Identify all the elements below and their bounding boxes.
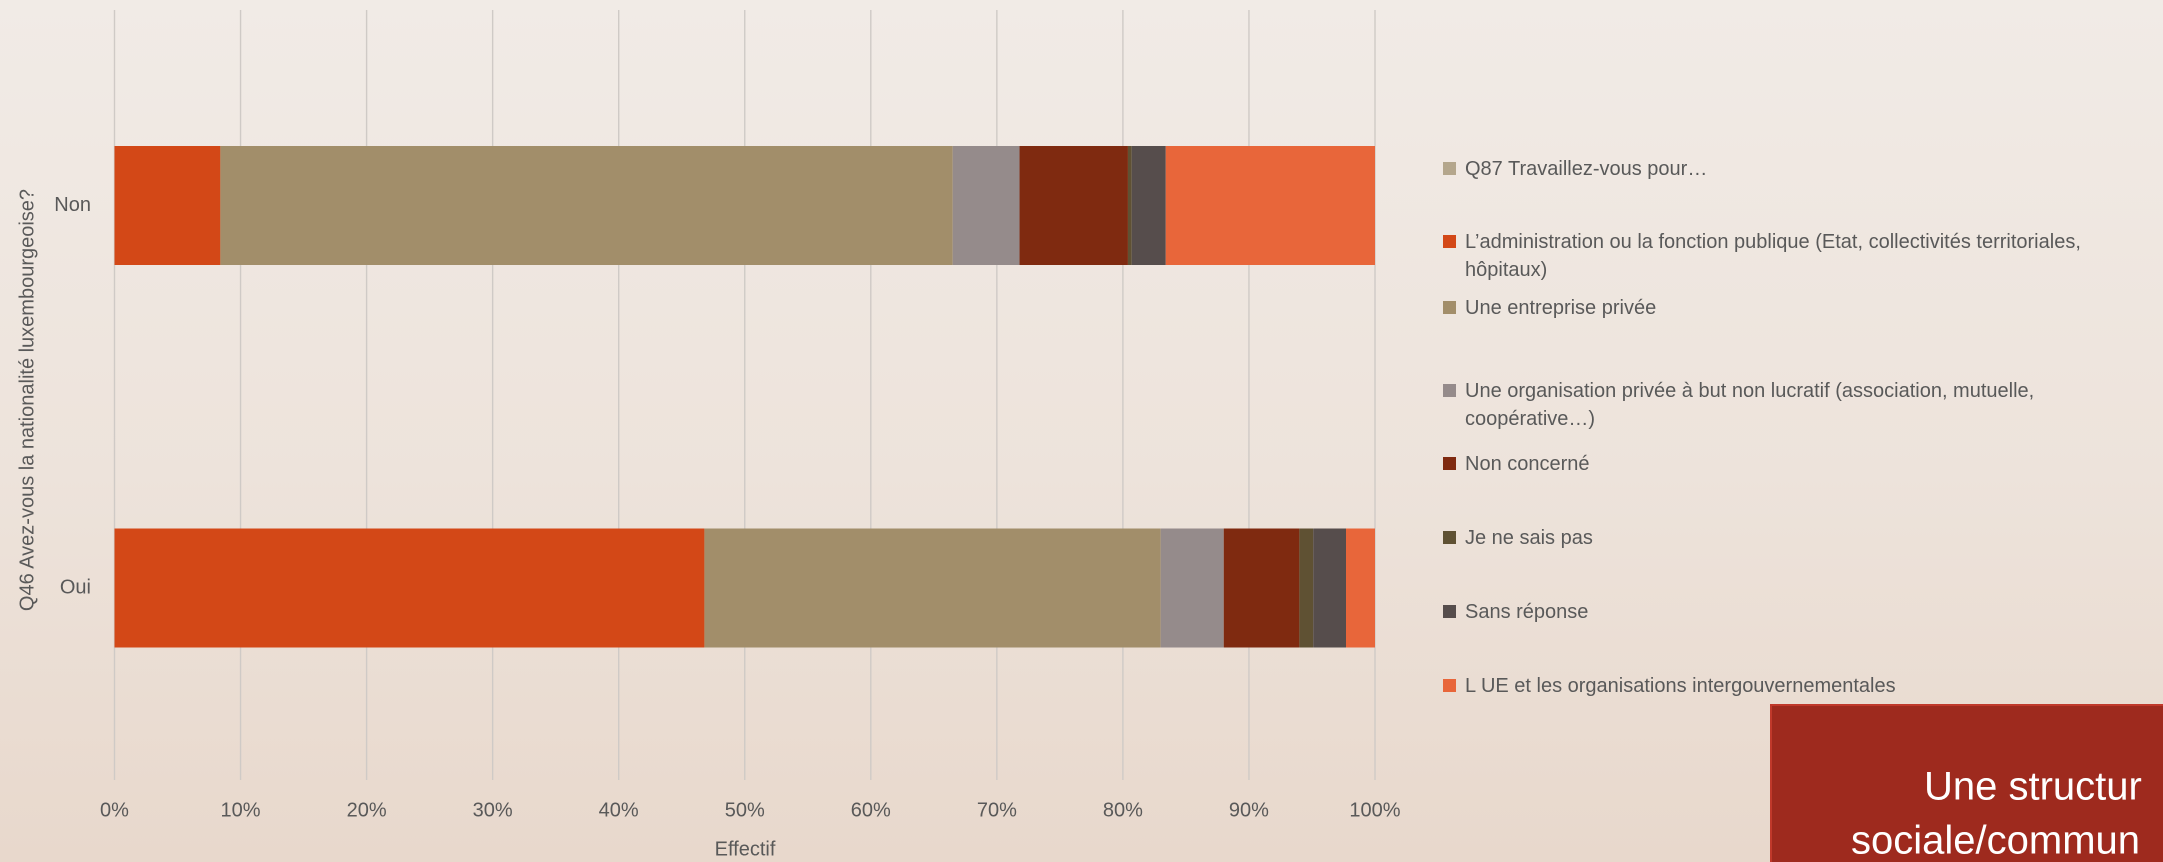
y-axis-title: Q46 Avez-vous la nationalité luxembourge… <box>16 189 38 611</box>
x-tick-label: 90% <box>1229 799 1269 821</box>
bar-segment <box>1020 146 1128 265</box>
x-tick-label: 80% <box>1103 799 1143 821</box>
x-tick-label: 40% <box>599 799 639 821</box>
legend-item: L’administration ou la fonction publique… <box>1440 228 2145 284</box>
legend-label: Une entreprise privée <box>1465 294 1656 322</box>
bar-segment <box>1299 529 1313 648</box>
annotation-text: sociale/commun <box>1851 819 2140 862</box>
x-tick-label: 0% <box>100 799 129 821</box>
legend-item: Une organisation privée à but non lucrat… <box>1440 377 2145 433</box>
legend-swatch <box>1443 605 1456 618</box>
bar-segment <box>1224 529 1300 648</box>
x-tick-label: 30% <box>473 799 513 821</box>
slide: Q46 Avez-vous la nationalité luxembourge… <box>0 0 2163 862</box>
legend-swatch <box>1443 384 1456 397</box>
x-tick-label: 60% <box>851 799 891 821</box>
bar-segment <box>115 529 705 648</box>
y-tick-label: Non <box>54 194 91 216</box>
legend-item: Sans réponse <box>1440 598 2145 626</box>
x-tick-label: 70% <box>977 799 1017 821</box>
legend-label: Non concerné <box>1465 450 1590 478</box>
bar-segment <box>1166 146 1375 265</box>
bar-segment <box>1132 146 1166 265</box>
legend-item: Je ne sais pas <box>1440 524 2145 552</box>
x-axis-title: Effectif <box>715 838 776 860</box>
legend-swatch <box>1443 301 1456 314</box>
bar-segment <box>1313 529 1346 648</box>
bar-segment <box>1161 529 1224 648</box>
legend-swatch <box>1443 235 1456 248</box>
x-tick-label: 10% <box>221 799 261 821</box>
legend-label: Sans réponse <box>1465 598 1588 626</box>
legend-swatch <box>1443 531 1456 544</box>
legend-label: Je ne sais pas <box>1465 524 1593 552</box>
legend-swatch <box>1443 457 1456 470</box>
bar-segment <box>704 529 1160 648</box>
bar-segment <box>1128 146 1132 265</box>
annotation-text: Une structur <box>1924 765 2142 809</box>
bar-segment <box>220 146 952 265</box>
legend-item: Non concerné <box>1440 450 2145 478</box>
legend-label: Q87 Travaillez-vous pour… <box>1465 155 1707 183</box>
legend-label: L UE et les organisations intergouvernem… <box>1465 672 1896 700</box>
bar-segment <box>953 146 1020 265</box>
legend-swatch <box>1443 679 1456 692</box>
bar-segment <box>1346 529 1375 648</box>
x-tick-label: 100% <box>1349 799 1400 821</box>
legend-item: Q87 Travaillez-vous pour… <box>1440 155 2145 183</box>
y-tick-label: Oui <box>60 576 91 598</box>
bar-segment <box>115 146 221 265</box>
x-tick-label: 50% <box>725 799 765 821</box>
legend-label: L’administration ou la fonction publique… <box>1465 228 2145 284</box>
legend-item: L UE et les organisations intergouvernem… <box>1440 672 2145 700</box>
legend-label: Une organisation privée à but non lucrat… <box>1465 377 2145 433</box>
x-tick-label: 20% <box>347 799 387 821</box>
legend-item: Une entreprise privée <box>1440 294 2145 322</box>
legend-swatch <box>1443 162 1456 175</box>
